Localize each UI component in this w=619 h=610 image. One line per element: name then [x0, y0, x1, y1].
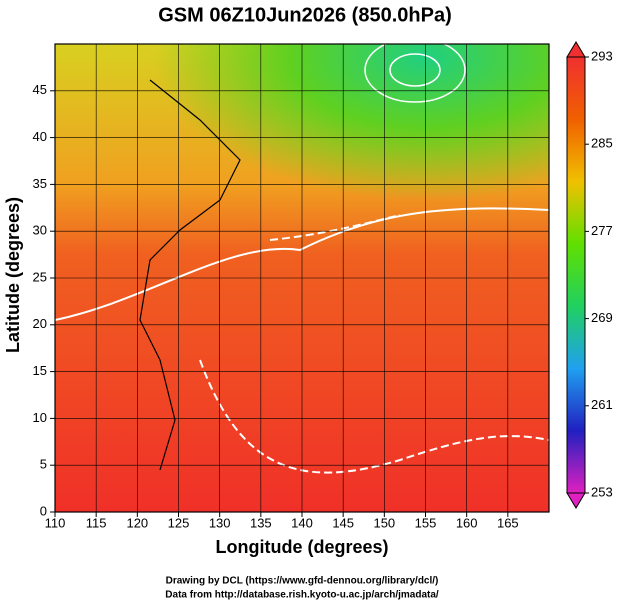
x-tick-label: 110 — [45, 515, 66, 530]
colorbar-tick-label: 253 — [591, 484, 613, 499]
footer: Data from http://database.rish.kyoto-u.a… — [165, 590, 439, 601]
plot-frame — [54, 43, 550, 513]
x-tick-label: 140 — [291, 515, 313, 530]
x-tick-label: 135 — [250, 515, 272, 530]
y-tick-label: 30 — [33, 223, 47, 238]
x-tick-label: 165 — [497, 515, 519, 530]
x-tick-label: 125 — [168, 515, 190, 530]
x-tick-label: 160 — [456, 515, 478, 530]
colorbar-bottom-arrow — [566, 492, 586, 509]
x-tick-label: 130 — [209, 515, 231, 530]
y-tick-label: 25 — [33, 269, 47, 284]
x-tick-label: 150 — [373, 515, 395, 530]
y-tick-label: 40 — [33, 129, 47, 144]
x-tick-label: 120 — [126, 515, 148, 530]
chart-title: GSM 06Z10Jun2026 (850.0hPa) — [158, 4, 451, 26]
colorbar-tick-label: 293 — [591, 48, 613, 63]
colorbar-top-arrow — [566, 41, 586, 58]
colorbar-tick-label: 261 — [591, 397, 613, 412]
y-tick-label: 0 — [40, 503, 47, 518]
x-tick-label: 115 — [86, 515, 107, 530]
x-tick-label: 155 — [415, 515, 437, 530]
y-tick-label: 5 — [40, 457, 47, 472]
y-tick-label: 35 — [33, 176, 47, 191]
y-axis-label: Latitude (degrees) — [3, 197, 23, 353]
footer: Drawing by DCL (https://www.gfd-dennou.o… — [166, 576, 439, 587]
y-tick-label: 15 — [33, 363, 47, 378]
colorbar-tick-label: 285 — [591, 136, 613, 151]
x-axis-label: Longitude (degrees) — [215, 537, 388, 557]
colorbar — [566, 56, 586, 494]
x-tick-label: 145 — [332, 515, 354, 530]
y-tick-label: 10 — [33, 410, 47, 425]
colorbar-tick-label: 277 — [591, 223, 613, 238]
y-tick-label: 45 — [33, 82, 47, 97]
y-tick-label: 20 — [33, 316, 47, 331]
colorbar-tick-label: 269 — [591, 310, 613, 325]
